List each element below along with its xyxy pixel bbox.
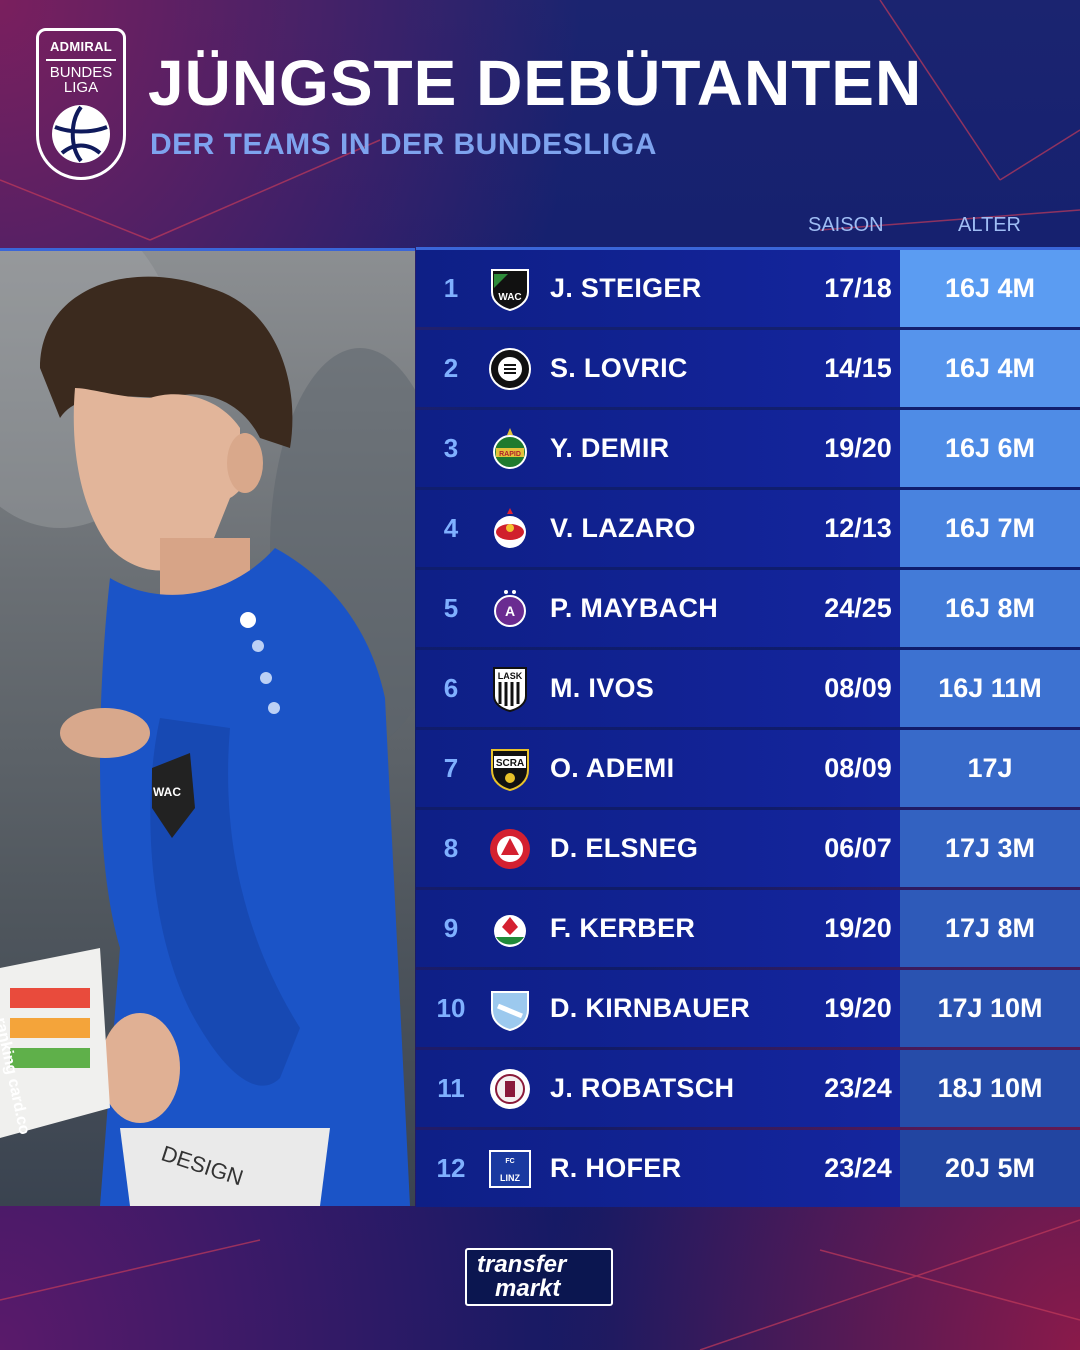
debut-age: 17J 3M [900,810,1080,887]
hartberg-crest-icon [486,985,534,1033]
player-name: J. ROBATSCH [550,1073,735,1103]
player-illustration [0,248,415,1206]
gak-crest-icon [486,825,534,873]
logo-line1: BUNDES [49,64,113,81]
player-name: S. LOVRIC [550,353,688,383]
svg-text:A: A [505,603,515,619]
table-row: 5 A P. MAYBACH 24/25 16J 8M [416,570,1080,647]
debut-age: 16J 11M [900,650,1080,727]
logo-line2: LIGA [63,79,99,96]
svg-text:WAC: WAC [498,292,521,303]
column-header-age: ALTER [958,214,1021,236]
rank-number: 2 [443,353,459,383]
bundesliga-logo: ADMIRAL BUNDES LIGA [36,28,126,180]
debut-season: 19/20 [824,913,892,943]
player-name: M. IVOS [550,673,655,703]
debut-age: 16J 4M [900,330,1080,407]
ranking-table: 1 WAC J. STEIGER 17/18 16J 4M 2 S. LOVRIC 14/15… [416,247,1080,1207]
debut-season: 19/20 [824,433,892,463]
rank-number: 5 [443,593,459,623]
table-row: 7 SCRA O. ADEMI 08/09 17J [416,730,1080,807]
debut-age: 17J [900,730,1080,807]
debut-season: 23/24 [824,1153,892,1183]
rank-number: 7 [443,753,459,783]
page-subtitle: DER TEAMS IN DER BUNDESLIGA [150,128,657,161]
player-name: Y. DEMIR [550,433,670,463]
page-title: JÜNGSTE DEBÜTANTEN [148,47,923,119]
player-photo: WAC ranking card.co DESIGN [0,248,415,1206]
player-name: F. KERBER [550,913,696,943]
svg-text:FC: FC [505,1158,514,1165]
table-row: 9 F. KERBER 19/20 17J 8M [416,890,1080,967]
player-name: O. ADEMI [550,753,675,783]
debut-age: 16J 4M [900,250,1080,327]
wsg-tirol-crest-icon [486,905,534,953]
table-row: 12 FC LINZ R. HOFER 23/24 20J 5M [416,1130,1080,1207]
debut-age: 16J 8M [900,570,1080,647]
table-row: 11 J. ROBATSCH 23/24 18J 10M [416,1050,1080,1127]
rank-number: 12 [436,1153,466,1183]
column-header-season: SAISON [808,214,884,236]
debut-season: 19/20 [824,993,892,1023]
salzburg-crest-icon [486,505,534,553]
player-name: R. HOFER [550,1153,682,1183]
debut-season: 24/25 [824,593,892,623]
debut-age: 18J 10M [900,1050,1080,1127]
debut-season: 14/15 [824,353,892,383]
debut-age: 17J 10M [900,970,1080,1047]
sturm-graz-crest-icon [486,345,534,393]
svg-text:RAPID: RAPID [499,451,521,458]
debut-season: 12/13 [824,513,892,543]
austria-wien-crest-icon: A [486,585,534,633]
table-row: 4 V. LAZARO 12/13 16J 7M [416,490,1080,567]
debut-season: 08/09 [824,753,892,783]
table-row: 8 D. ELSNEG 06/07 17J 3M [416,810,1080,887]
debut-age: 20J 5M [900,1130,1080,1207]
table-row: 2 S. LOVRIC 14/15 16J 4M [416,330,1080,407]
logo-word-markt: markt [495,1275,561,1302]
svg-text:LASK: LASK [498,671,523,681]
football-icon [52,105,110,163]
transfermarkt-logo: transfer markt [465,1248,613,1306]
player-name: V. LAZARO [550,513,696,543]
rank-number: 9 [443,913,459,943]
photo-top-edge [0,248,415,251]
debut-age: 16J 6M [900,410,1080,487]
blau-weiss-linz-crest-icon: FC LINZ [486,1145,534,1193]
lask-crest-icon: LASK [486,665,534,713]
debut-season: 23/24 [824,1073,892,1103]
table-row: 1 WAC J. STEIGER 17/18 16J 4M [416,250,1080,327]
player-name: D. ELSNEG [550,833,699,863]
table-row: 6 LASK M. IVOS 08/09 16J 11M [416,650,1080,727]
svg-text:LINZ: LINZ [500,1173,520,1183]
rank-number: 8 [443,833,459,863]
rank-number: 1 [443,273,459,303]
logo-sponsor: ADMIRAL [49,39,113,54]
logo-divider [46,59,116,61]
debut-age: 16J 7M [900,490,1080,567]
svg-text:SCRA: SCRA [496,758,524,769]
rank-number: 3 [443,433,459,463]
jersey-badge-text: WAC [153,785,181,799]
wac-crest-icon: WAC [486,265,534,313]
debut-season: 08/09 [824,673,892,703]
debut-season: 17/18 [824,273,892,303]
debut-season: 06/07 [824,833,892,863]
rank-number: 10 [436,993,466,1023]
player-name: D. KIRNBAUER [550,993,751,1023]
rapid-crest-icon: RAPID [486,425,534,473]
player-name: J. STEIGER [550,273,702,303]
logo-word-transfer: transfer [477,1251,567,1278]
rank-number: 11 [437,1073,465,1103]
rank-number: 6 [443,673,459,703]
debut-age: 17J 8M [900,890,1080,967]
table-row: 10 D. KIRNBAUER 19/20 17J 10M [416,970,1080,1047]
table-row: 3 RAPID Y. DEMIR 19/20 16J 6M [416,410,1080,487]
scra-crest-icon: SCRA [486,745,534,793]
player-name: P. MAYBACH [550,593,719,623]
altach-crest-icon [486,1065,534,1113]
rank-number: 4 [443,513,459,543]
